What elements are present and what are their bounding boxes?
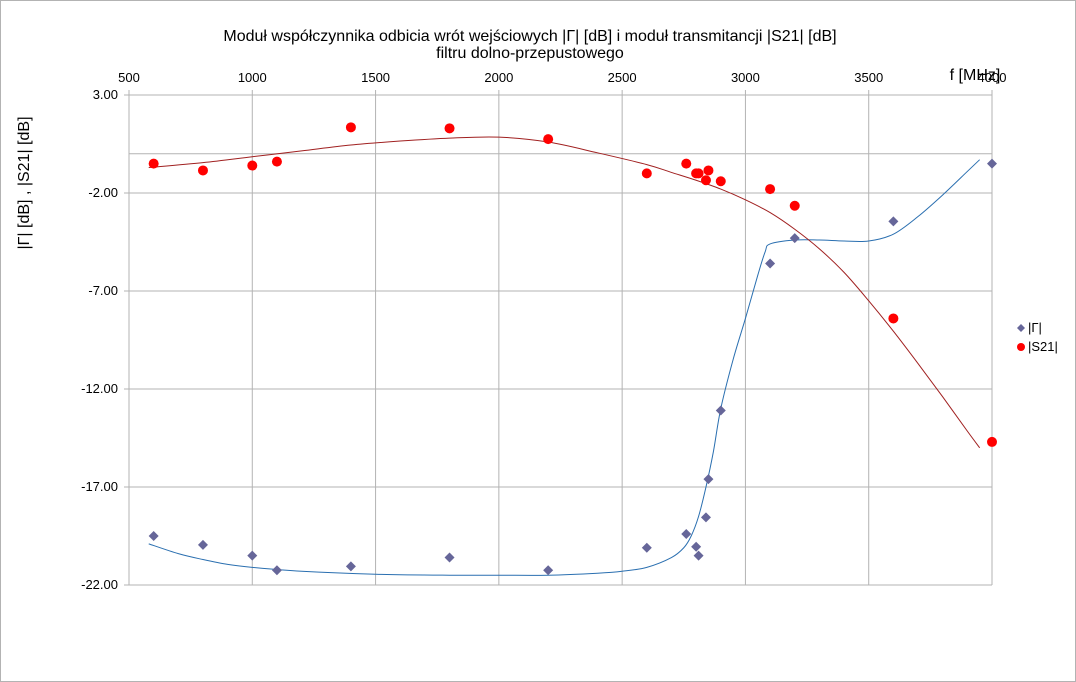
legend-label: |Γ|: [1028, 320, 1042, 335]
data-point-s21: [197, 165, 208, 176]
data-point-s21: [641, 168, 652, 179]
data-point-gamma: [543, 565, 554, 576]
data-point-gamma: [197, 539, 208, 550]
grid-layer: [124, 90, 993, 586]
legend-marker-s21: [1017, 343, 1025, 351]
x-tick-label: 4000: [978, 70, 1007, 85]
y-tick-label: 3.00: [93, 87, 118, 102]
data-point-s21: [888, 313, 899, 324]
trendline-series-1: [148, 159, 981, 576]
data-point-s21: [247, 160, 258, 171]
data-point-gamma: [888, 216, 899, 227]
data-point-gamma: [271, 565, 282, 576]
data-point-s21: [148, 158, 159, 169]
x-tick-label: 1500: [361, 70, 390, 85]
legend-marker-gamma: [1017, 324, 1025, 332]
tick-layer: 500 1000 1500 2000 2500 3000 3500 4000 3.00 -2.00…: [81, 70, 1006, 592]
data-point-gamma: [641, 542, 652, 553]
y-tick-label: -12.00: [81, 381, 118, 396]
y-tick-label: -17.00: [81, 479, 118, 494]
data-point-gamma: [693, 550, 704, 561]
data-point-s21: [765, 184, 776, 195]
data-point-s21: [543, 134, 554, 145]
y-tick-label: -22.00: [81, 577, 118, 592]
x-axis-title: f [MHz]: [950, 67, 1001, 84]
data-point-s21: [345, 122, 356, 133]
x-tick-label: 2000: [484, 70, 513, 85]
data-point-gamma: [681, 529, 692, 540]
data-point-s21: [789, 200, 800, 211]
data-point-gamma: [247, 550, 258, 561]
data-point-gamma: [700, 512, 711, 523]
legend-label: |S21|: [1028, 339, 1058, 354]
data-point-s21: [693, 168, 704, 179]
data-point-s21: [681, 158, 692, 169]
chart-title: Moduł współczynnika odbicia wrót wejścio…: [223, 28, 836, 45]
data-point-gamma: [345, 561, 356, 572]
data-point-s21: [987, 436, 997, 447]
x-tick-label: 1000: [238, 70, 267, 85]
y-axis-title: |Γ| [dB] , |S21| [dB]: [16, 116, 33, 249]
x-tick-label: 3000: [731, 70, 760, 85]
chart-subtitle: filtru dolno-przepustowego: [436, 45, 624, 62]
data-point-gamma: [715, 405, 726, 416]
marker-layer: [148, 122, 997, 576]
data-point-s21: [700, 175, 711, 186]
data-point-s21: [715, 176, 726, 187]
y-tick-label: -7.00: [88, 283, 118, 298]
data-point-gamma: [789, 233, 800, 244]
data-point-gamma: [703, 474, 714, 485]
trend-layer: [148, 136, 981, 576]
data-point-gamma: [691, 541, 702, 552]
data-point-s21: [271, 156, 282, 167]
data-point-gamma: [148, 531, 159, 541]
trendline-series-2: [148, 136, 981, 449]
data-point-s21: [444, 123, 455, 134]
legend: |Γ| |S21|: [1017, 320, 1058, 354]
data-point-s21: [703, 165, 714, 176]
data-point-gamma: [987, 158, 997, 169]
x-tick-label: 500: [118, 70, 140, 85]
y-tick-label: -2.00: [88, 185, 118, 200]
data-point-gamma: [444, 552, 455, 563]
x-tick-label: 3500: [854, 70, 883, 85]
x-tick-label: 2500: [608, 70, 637, 85]
data-point-gamma: [765, 258, 776, 269]
